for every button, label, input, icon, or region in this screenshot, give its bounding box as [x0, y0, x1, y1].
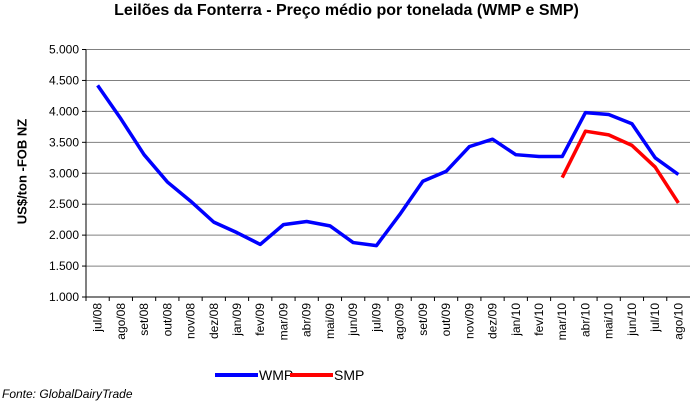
x-tick-label: mar/09 — [276, 303, 290, 341]
y-tick-label: 4.500 — [49, 73, 79, 87]
x-tick-label: ago/10 — [671, 303, 685, 340]
y-tick-label: 4.000 — [49, 104, 79, 118]
x-tick-label: nov/09 — [462, 303, 476, 339]
x-tick-label: mai/09 — [323, 303, 337, 339]
x-tick-label: jun/09 — [346, 303, 360, 337]
x-tick-label: ago/08 — [114, 303, 128, 340]
x-tick-label: out/08 — [160, 303, 174, 337]
x-tick-label: jan/09 — [230, 303, 244, 337]
y-tick-label: 5.000 — [49, 43, 79, 57]
series-line-smp — [560, 129, 680, 204]
y-tick-label: 2.500 — [49, 197, 79, 211]
y-tick-label: 3.500 — [49, 135, 79, 149]
x-tick-label: mar/10 — [555, 303, 569, 341]
x-tick-label: jul/09 — [369, 303, 383, 333]
x-tick-label: abr/09 — [300, 303, 314, 337]
series-line-wmp — [96, 84, 680, 248]
x-tick-label: ago/09 — [393, 303, 407, 340]
y-tick-label: 1.500 — [49, 259, 79, 273]
x-tick-label: dez/09 — [486, 303, 500, 339]
x-tick-label: nov/08 — [184, 303, 198, 339]
x-tick-label: set/08 — [137, 303, 151, 336]
x-tick-label: abr/10 — [578, 303, 592, 337]
chart-title: Leilões da Fonterra - Preço médio por to… — [114, 2, 579, 19]
x-tick-label: fev/09 — [253, 303, 267, 336]
legend-label-wmp: WMP — [259, 367, 293, 383]
x-tick-label: set/09 — [416, 303, 430, 336]
source-note: Fonte: GlobalDairyTrade — [2, 387, 133, 401]
x-tick-label: jun/10 — [625, 303, 639, 337]
x-tick-label: mai/10 — [602, 303, 616, 339]
x-tick-label: jan/10 — [509, 303, 523, 337]
y-tick-label: 1.000 — [49, 290, 79, 304]
y-tick-label: 2.000 — [49, 228, 79, 242]
x-tick-label: jul/10 — [648, 303, 662, 333]
x-tick-label: out/09 — [439, 303, 453, 337]
x-tick-label: fev/10 — [532, 303, 546, 336]
x-tick-label: dez/08 — [207, 303, 221, 339]
y-tick-label: 3.000 — [49, 166, 79, 180]
x-tick-label: jul/08 — [91, 303, 105, 333]
legend-label-smp: SMP — [334, 367, 364, 383]
